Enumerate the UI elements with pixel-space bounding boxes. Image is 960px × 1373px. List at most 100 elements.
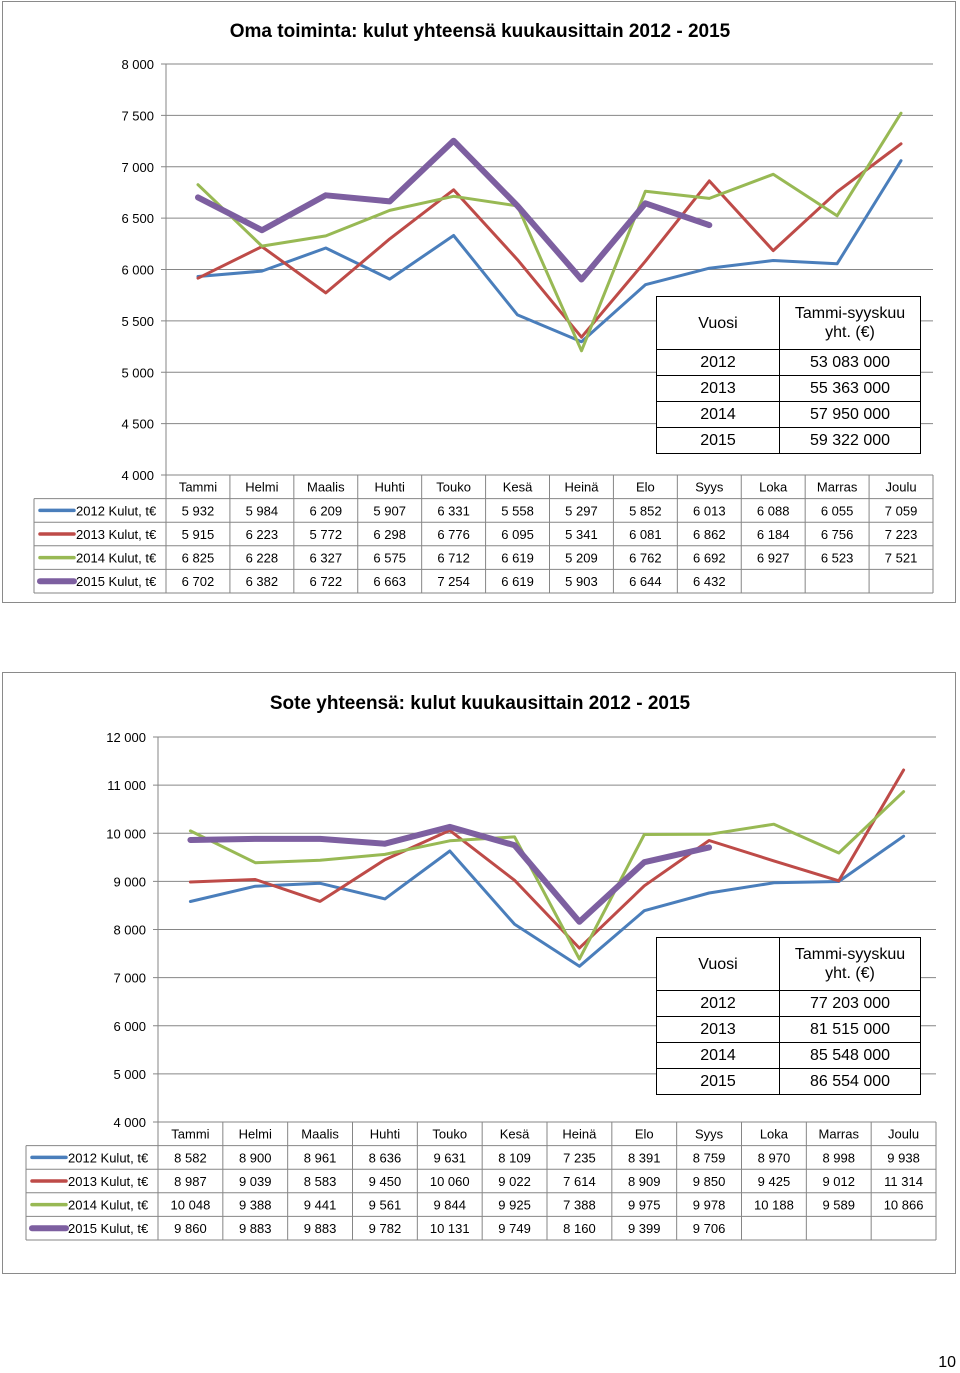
summary-header-row: Vuosi Tammi-syyskuu yht. (€) bbox=[656, 296, 921, 350]
data-label: 6 013 bbox=[693, 503, 726, 518]
summary-value: 85 548 000 bbox=[779, 1042, 921, 1069]
y-tick-label: 4 000 bbox=[121, 468, 154, 483]
y-tick-label: 10 000 bbox=[106, 826, 146, 841]
series-line bbox=[195, 137, 713, 283]
y-tick-label: 5 000 bbox=[113, 1067, 146, 1082]
data-label: 6 575 bbox=[373, 551, 406, 566]
data-label: 10 188 bbox=[754, 1198, 794, 1213]
x-tick-label: Maalis bbox=[307, 480, 345, 495]
data-label: 7 223 bbox=[885, 527, 918, 542]
chart-oma-toiminta-svg: Oma toiminta: kulut yhteensä kuukausitta… bbox=[33, 21, 934, 594]
data-label: 5 297 bbox=[565, 503, 598, 518]
data-label: 9 631 bbox=[433, 1150, 466, 1165]
data-label: 8 987 bbox=[174, 1174, 207, 1189]
data-label: 9 844 bbox=[433, 1198, 466, 1213]
data-label: 6 184 bbox=[757, 527, 790, 542]
data-label: 6 825 bbox=[182, 551, 215, 566]
summary-table: Vuosi Tammi-syyskuu yht. (€) 2012 53 083… bbox=[656, 296, 921, 454]
summary-header-year: Vuosi bbox=[656, 296, 780, 350]
data-label: 8 970 bbox=[758, 1150, 791, 1165]
x-tick-label: Marras bbox=[819, 1127, 860, 1142]
summary-header-value: Tammi-syyskuu yht. (€) bbox=[779, 937, 921, 991]
data-label: 8 998 bbox=[822, 1150, 855, 1165]
series-line bbox=[187, 823, 713, 925]
summary-year: 2013 bbox=[656, 375, 780, 402]
data-label: 7 059 bbox=[885, 503, 918, 518]
series-line bbox=[196, 111, 903, 353]
x-tick-label: Syys bbox=[695, 1127, 724, 1142]
data-label: 6 209 bbox=[310, 503, 343, 518]
data-label: 9 706 bbox=[693, 1221, 726, 1236]
y-tick-label: 7 000 bbox=[113, 971, 146, 986]
series-line bbox=[188, 768, 906, 950]
data-label: 6 927 bbox=[757, 551, 790, 566]
x-tick-label: Touko bbox=[432, 1127, 467, 1142]
data-label: 9 450 bbox=[369, 1174, 402, 1189]
y-tick-label: 11 000 bbox=[107, 778, 146, 793]
data-label: 6 776 bbox=[437, 527, 470, 542]
data-label: 9 860 bbox=[174, 1221, 207, 1236]
data-label: 9 425 bbox=[758, 1174, 791, 1189]
data-label: 8 759 bbox=[693, 1150, 726, 1165]
data-label: 6 756 bbox=[821, 527, 854, 542]
data-label: 6 331 bbox=[437, 503, 470, 518]
data-label: 6 862 bbox=[693, 527, 726, 542]
legend-label: 2014 Kulut, t€ bbox=[68, 1198, 149, 1213]
x-tick-label: Marras bbox=[817, 480, 858, 495]
data-label: 9 388 bbox=[239, 1198, 272, 1213]
data-label: 8 909 bbox=[628, 1174, 661, 1189]
legend-label: 2014 Kulut, t€ bbox=[76, 551, 157, 566]
summary-value: 86 554 000 bbox=[779, 1068, 921, 1095]
data-label: 8 636 bbox=[369, 1150, 402, 1165]
data-label: 7 254 bbox=[437, 574, 470, 589]
data-label: 10 131 bbox=[430, 1221, 470, 1236]
y-tick-label: 7 500 bbox=[121, 108, 154, 123]
legend-label: 2015 Kulut, t€ bbox=[68, 1221, 149, 1236]
y-tick-label: 8 000 bbox=[113, 923, 146, 938]
y-tick-label: 9 000 bbox=[113, 874, 146, 889]
data-label: 5 932 bbox=[182, 503, 215, 518]
summary-table: Vuosi Tammi-syyskuu yht. (€) 2012 77 203… bbox=[656, 937, 921, 1095]
summary-row: 2015 86 554 000 bbox=[656, 1068, 921, 1095]
data-label: 10 048 bbox=[171, 1198, 211, 1213]
data-label: 6 712 bbox=[437, 551, 470, 566]
data-label: 6 228 bbox=[246, 551, 279, 566]
summary-year: 2014 bbox=[656, 401, 780, 428]
legend-label: 2013 Kulut, t€ bbox=[68, 1174, 149, 1189]
x-tick-label: Tammi bbox=[171, 1127, 209, 1142]
x-tick-label: Helmi bbox=[245, 480, 278, 495]
data-label: 6 619 bbox=[501, 574, 534, 589]
data-label: 8 961 bbox=[304, 1150, 337, 1165]
series-line bbox=[188, 834, 906, 968]
data-label: 9 978 bbox=[693, 1198, 726, 1213]
data-label: 5 852 bbox=[629, 503, 662, 518]
summary-row: 2013 55 363 000 bbox=[656, 375, 921, 402]
data-label: 8 160 bbox=[563, 1221, 596, 1236]
data-label: 8 391 bbox=[628, 1150, 661, 1165]
data-label: 9 938 bbox=[887, 1150, 920, 1165]
x-tick-label: Syys bbox=[695, 480, 724, 495]
data-label: 9 883 bbox=[304, 1221, 337, 1236]
y-tick-label: 12 000 bbox=[106, 730, 146, 745]
data-label: 6 088 bbox=[757, 503, 790, 518]
data-label: 9 441 bbox=[304, 1198, 337, 1213]
data-label: 10 060 bbox=[430, 1174, 470, 1189]
summary-row: 2014 57 950 000 bbox=[656, 401, 921, 428]
y-tick-label: 5 000 bbox=[121, 365, 154, 380]
summary-row: 2012 53 083 000 bbox=[656, 349, 921, 376]
data-label: 8 582 bbox=[174, 1150, 207, 1165]
summary-value: 81 515 000 bbox=[779, 1016, 921, 1043]
data-label: 6 644 bbox=[629, 574, 662, 589]
y-tick-label: 5 500 bbox=[121, 314, 154, 329]
chart-title: Sote yhteensä: kulut kuukausittain 2012 … bbox=[270, 693, 691, 714]
x-tick-label: Elo bbox=[635, 1127, 654, 1142]
x-tick-label: Kesä bbox=[500, 1127, 530, 1142]
chart-sote-yhteensa-svg: Sote yhteensä: kulut kuukausittain 2012 … bbox=[25, 693, 937, 1241]
data-label: 6 692 bbox=[693, 551, 726, 566]
data-label: 6 523 bbox=[821, 551, 854, 566]
data-label: 9 782 bbox=[369, 1221, 402, 1236]
summary-row: 2014 85 548 000 bbox=[656, 1042, 921, 1069]
data-label: 9 883 bbox=[239, 1221, 272, 1236]
summary-row: 2015 59 322 000 bbox=[656, 427, 921, 454]
y-tick-label: 6 000 bbox=[113, 1019, 146, 1034]
